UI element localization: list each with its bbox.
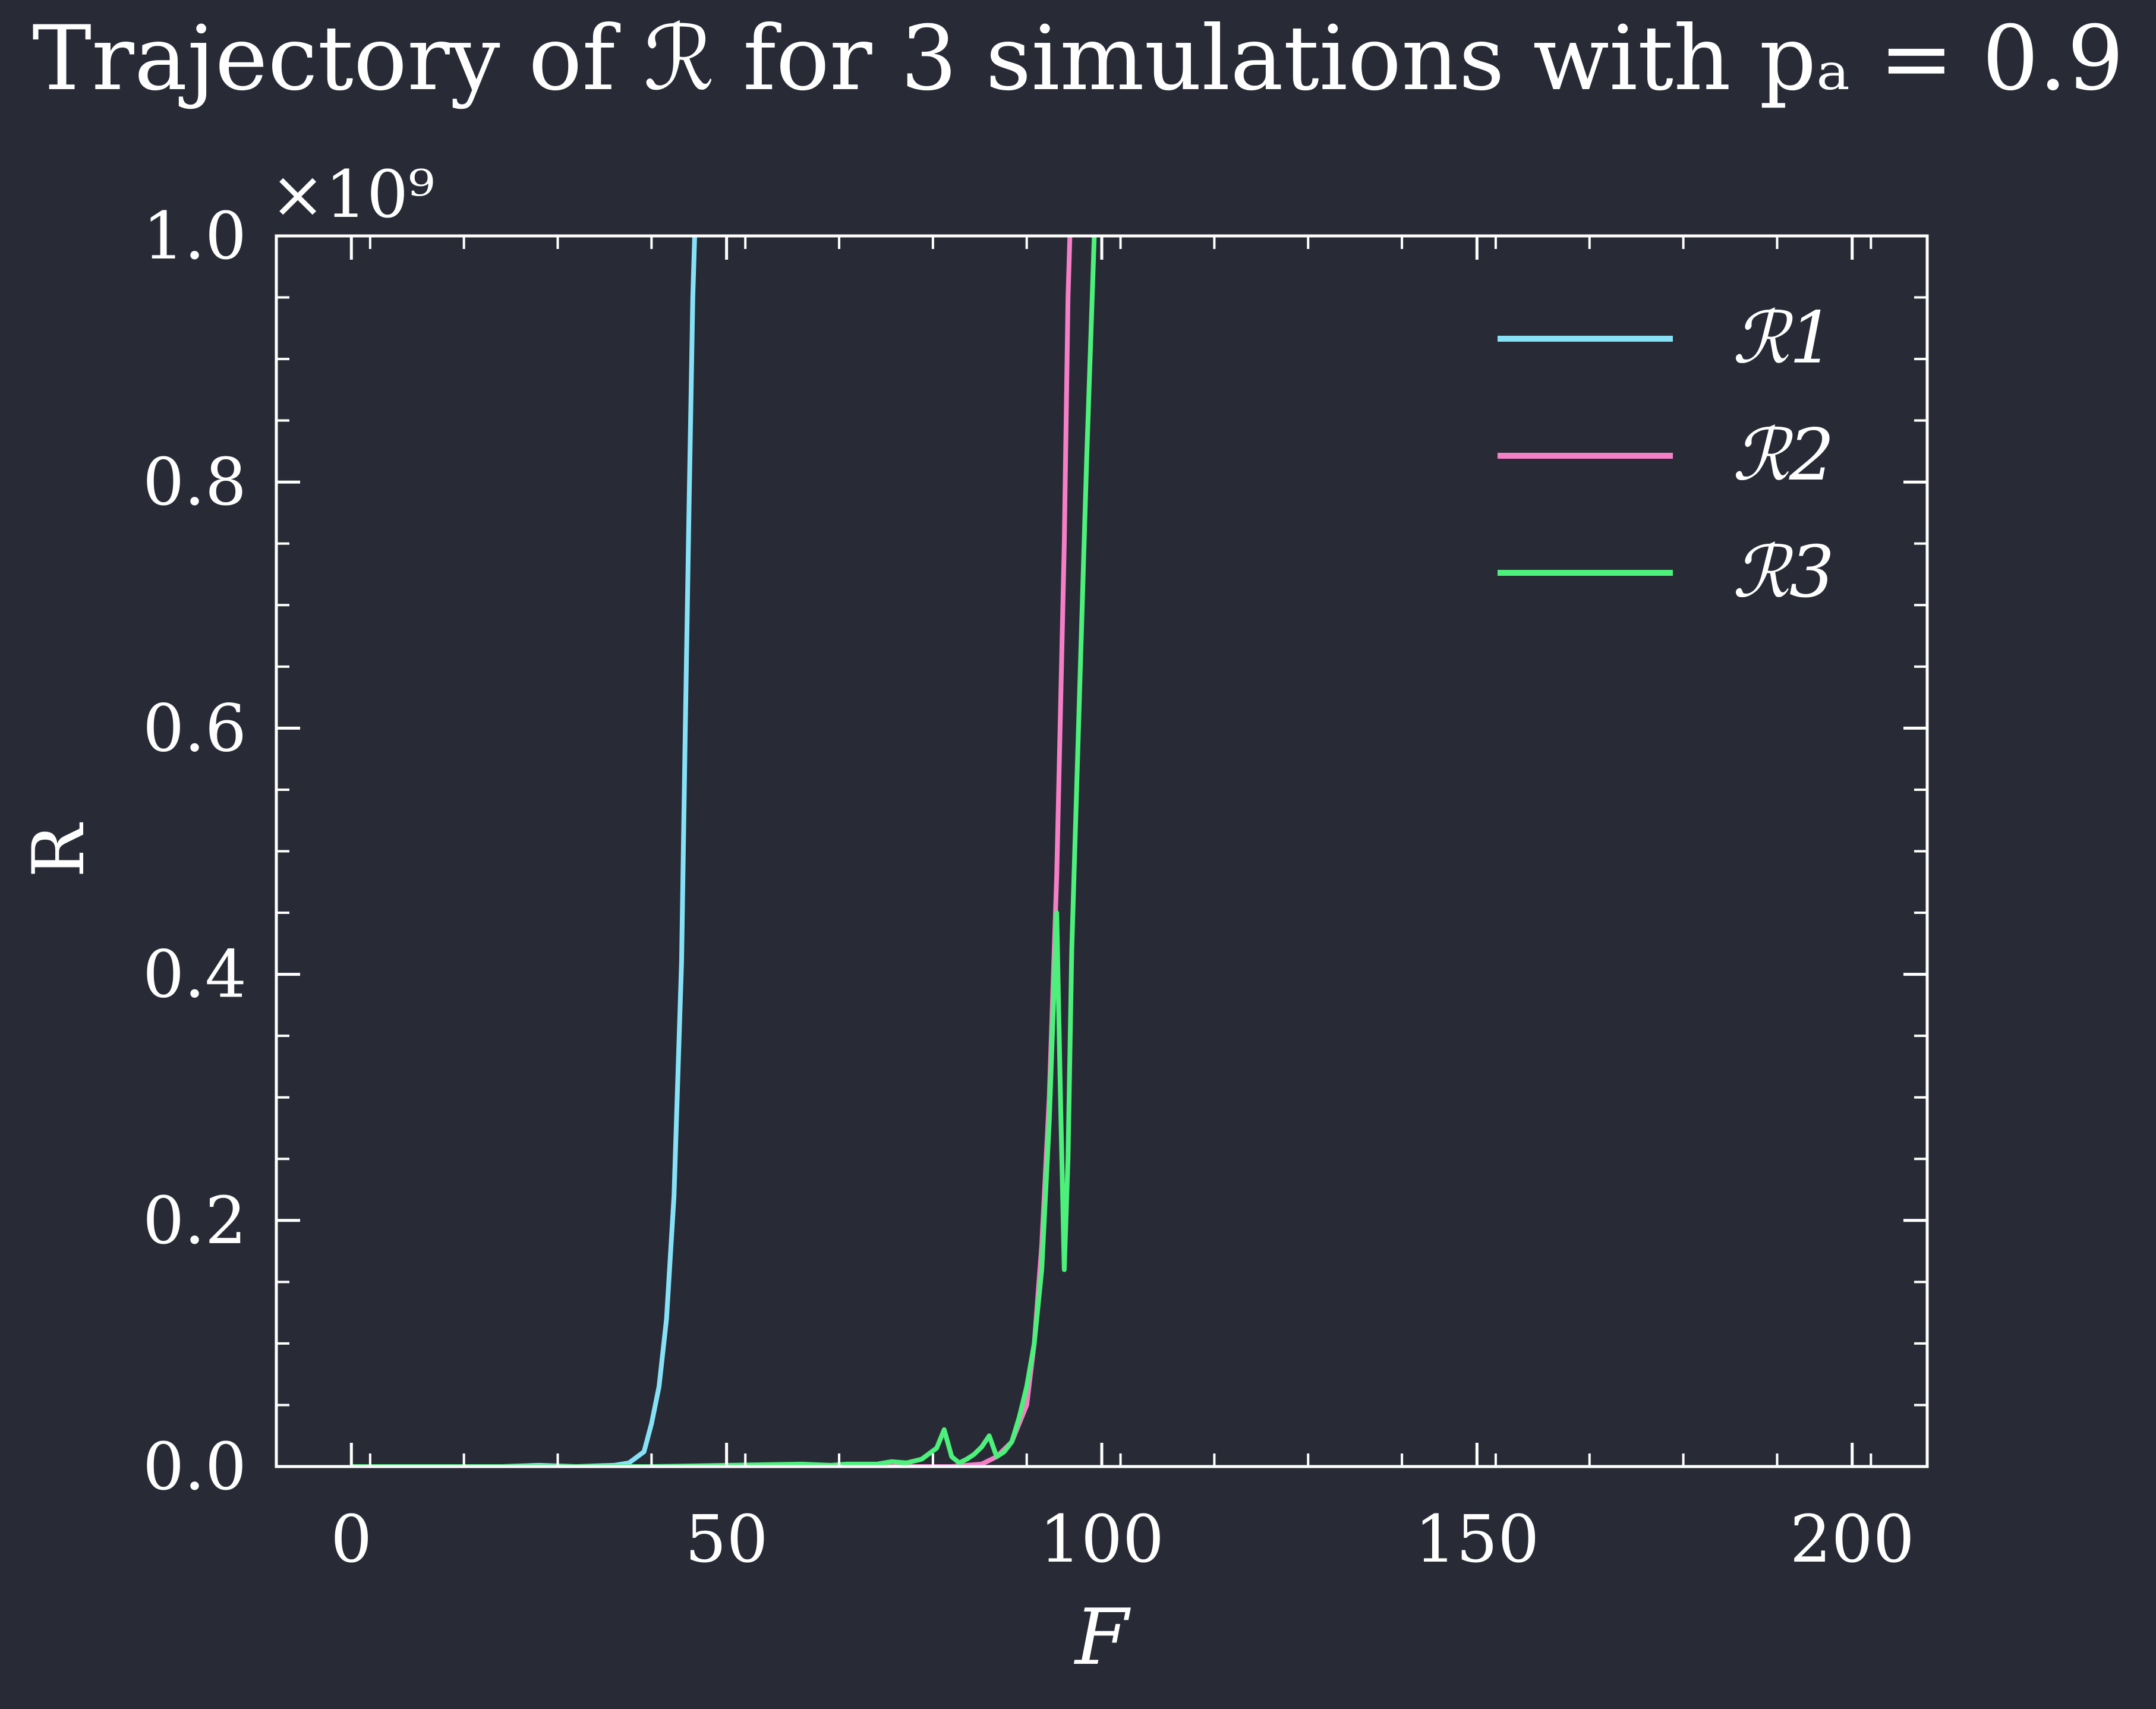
- series-line-3: [351, 236, 1097, 1467]
- legend-label-1: ℛ1: [1732, 297, 1835, 380]
- legend: ℛ1 ℛ2 ℛ3: [1498, 297, 1835, 614]
- x-tick-label: 200: [1790, 1501, 1915, 1577]
- x-tick-label: 50: [685, 1501, 768, 1577]
- y-multiplier-label: ×10⁹: [270, 156, 434, 232]
- y-tick-label: 0.8: [143, 444, 247, 520]
- y-tick-label: 1.0: [143, 198, 247, 274]
- plot-frame: [275, 234, 1929, 1468]
- x-axis-label: F: [1074, 1592, 1131, 1682]
- series-layer: [351, 236, 1097, 1467]
- x-tick-label: 100: [1039, 1501, 1164, 1577]
- x-axis: 0 50 100 150 200: [275, 236, 1915, 1577]
- y-tick-label: 0.4: [143, 937, 247, 1013]
- legend-label-2: ℛ2: [1732, 414, 1835, 497]
- legend-label-3: ℛ3: [1732, 531, 1835, 614]
- y-tick-label: 0.6: [143, 690, 247, 766]
- y-axis: 0.0 0.2 0.4 0.6 0.8 1.0: [143, 198, 1927, 1505]
- chart-title: Trajectory of ℛ for 3 simulations with p…: [32, 7, 2124, 111]
- x-tick-label: 150: [1414, 1501, 1539, 1577]
- x-tick-label: 0: [330, 1501, 372, 1577]
- series-line-2: [351, 236, 1073, 1467]
- y-axis-label: R: [18, 822, 100, 878]
- y-tick-label: 0.0: [143, 1429, 247, 1505]
- y-tick-label: 0.2: [143, 1183, 247, 1259]
